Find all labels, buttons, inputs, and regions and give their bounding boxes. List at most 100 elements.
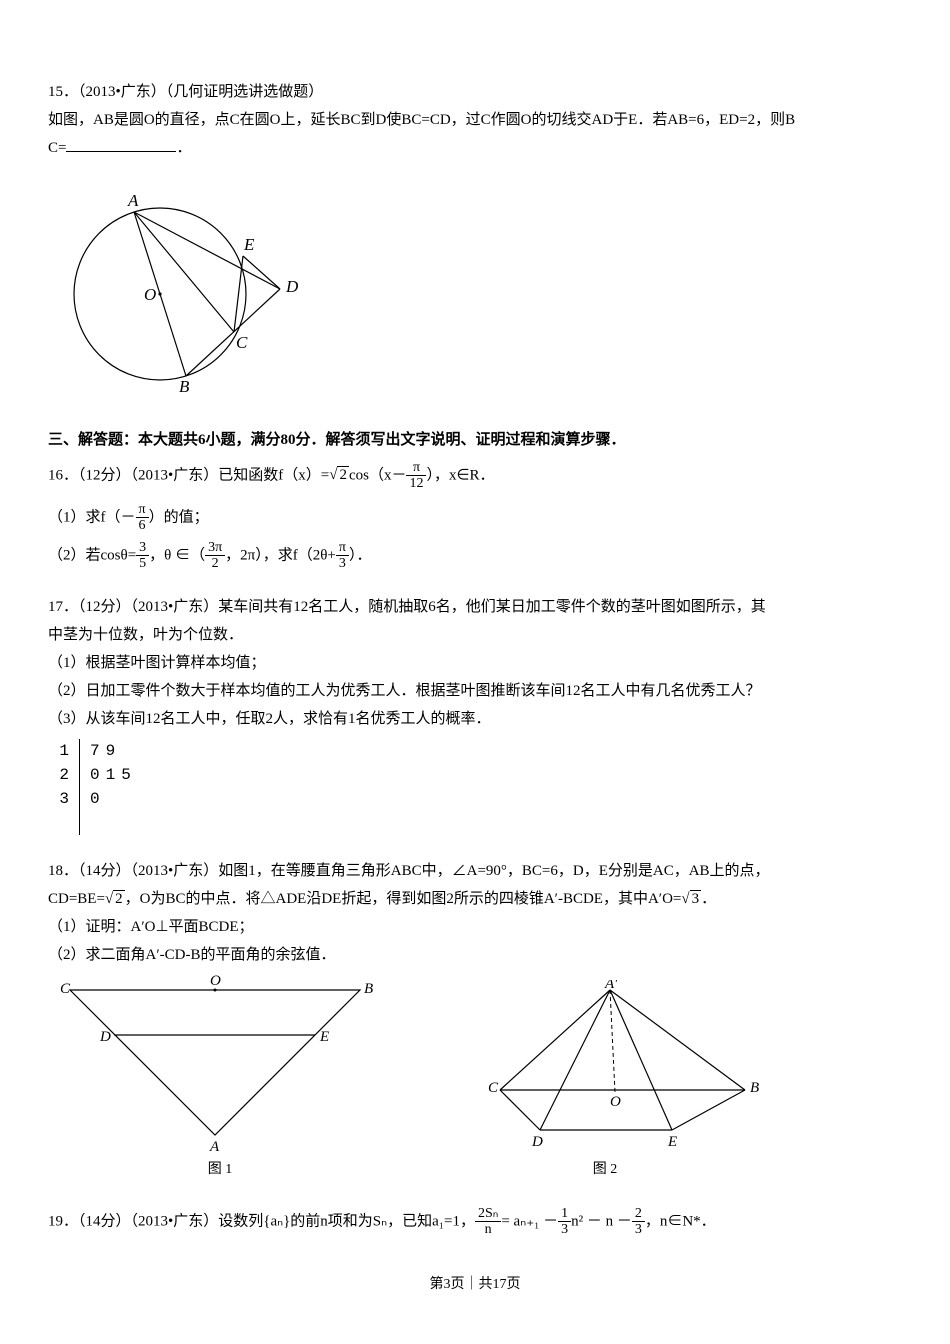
q15-bc: C= — [48, 140, 66, 156]
q15-body2: C= ． — [48, 136, 902, 160]
sqrt-2-icon: 2 — [105, 887, 125, 911]
fig1-wrap: C O B D E A 图 1 — [60, 975, 380, 1181]
frac-3pi-2: 3π2 — [205, 540, 225, 572]
q16-p2a: （2）若 — [48, 547, 101, 563]
q15-period: ． — [176, 140, 191, 156]
stem: 3 — [56, 787, 80, 811]
q17-p1: （1）根据茎叶图计算样本均值； — [48, 651, 902, 675]
q17-number: 17． — [48, 599, 78, 615]
fig2-wrap: A′ C O B D E 图 2 — [440, 980, 770, 1181]
q19-line1: 19．（14分）（2013•广东）设数列{aₙ}的前n项和为Sₙ，已知a₁=1，… — [48, 1206, 902, 1238]
q18-meta: （14分）（2013•广东）如图1，在等腰直角三角形ABC中，∠A=90°，BC… — [78, 863, 770, 879]
label-b: B — [750, 1080, 759, 1096]
sqrt-2-icon: 2 — [329, 463, 349, 487]
label-e: E — [667, 1134, 677, 1150]
q16-func-b: cos（x－ — [349, 467, 407, 483]
q19-tail: ，n∈N*． — [645, 1213, 716, 1229]
q16-func-c: ），x∈R． — [426, 467, 494, 483]
q16-p2c: ，θ ∈（ — [149, 547, 205, 563]
line-ac — [134, 212, 234, 332]
blank-fill — [66, 137, 176, 152]
stemleaf-row: 30 — [56, 787, 902, 811]
q16-part2: （2）若cosθ=35，θ ∈（3π2，2π），求f（2θ+π3）． — [48, 540, 902, 572]
q19-mid: = aₙ₊₁ － — [501, 1213, 558, 1229]
label-e: E — [319, 1029, 329, 1045]
q15-line1: 15．（2013•广东）（几何证明选讲选做题） — [48, 80, 902, 104]
label-c: C — [236, 333, 248, 352]
q16-p2f: ）． — [349, 547, 372, 563]
label-b: B — [364, 981, 373, 997]
leaf: 015 — [80, 763, 137, 787]
q17-line2: 中茎为十位数，叶为个位数． — [48, 623, 902, 647]
q16-p2e: f（2θ+ — [293, 547, 336, 563]
label-d: D — [99, 1029, 111, 1045]
q17-meta: （12分）（2013•广东）某车间共有12名工人，随机抽取6名，他们某日加工零件… — [78, 599, 766, 615]
question-18: 18．（14分）（2013•广东）如图1，在等腰直角三角形ABC中，∠A=90°… — [48, 859, 902, 1181]
label-o: O — [210, 975, 221, 989]
label-d: D — [285, 277, 299, 296]
line-bd — [186, 289, 280, 376]
fig1-label: 图 1 — [60, 1159, 380, 1181]
stemleaf-row: 179 — [56, 739, 902, 763]
section-3-header: 三、解答题：本大题共6小题，满分80分．解答须写出文字说明、证明过程和演算步骤． — [48, 428, 902, 452]
q18-l2c: ． — [701, 891, 716, 907]
q15-figure: A B C D E O — [48, 164, 308, 404]
frac-1-3: 13 — [558, 1206, 571, 1238]
q16-p1c: ）的值； — [149, 509, 209, 525]
line-ad — [540, 990, 610, 1130]
line-ao-dashed — [610, 990, 615, 1092]
frac-pi-3: π3 — [336, 540, 349, 572]
question-16: 16．（12分）（2013•广东）已知函数f（x）=2cos（x－π12），x∈… — [48, 460, 902, 571]
line-cd — [500, 1090, 540, 1130]
q18-p2: （2）求二面角A′‐CD‐B的平面角的余弦值． — [48, 943, 902, 967]
fig2-label: 图 2 — [440, 1159, 770, 1181]
q18-l2a: CD=BE= — [48, 891, 105, 907]
q18-figures: C O B D E A 图 1 A′ C O — [60, 975, 902, 1181]
q16-part1: （1）求f（－π6）的值； — [48, 502, 902, 534]
q18-number: 18． — [48, 863, 78, 879]
label-b: B — [179, 377, 190, 396]
leaf: 79 — [80, 739, 121, 763]
q16-func-a: f（x）= — [278, 467, 329, 483]
q16-p1a: （1）求 — [48, 509, 101, 525]
q19-mid2: n² － n － — [571, 1213, 632, 1229]
q19-number: 19． — [48, 1213, 78, 1229]
q18-fig1: C O B D E A — [60, 975, 380, 1155]
q16-p1b: f（－ — [101, 509, 136, 525]
line-ac — [500, 990, 610, 1090]
frac-2sn-n: 2Sₙn — [475, 1206, 501, 1238]
label-c: C — [60, 981, 71, 997]
page-footer: 第3页｜共17页 — [48, 1274, 902, 1296]
stem: 2 — [56, 763, 80, 787]
frac-pi-6: π6 — [136, 502, 149, 534]
q18-l2b: ，O为BC的中点．将△ADE沿DE折起，得到如图2所示的四棱锥A′‐BCDE，其… — [125, 891, 682, 907]
line-ab — [134, 212, 186, 376]
label-a: A — [127, 191, 139, 210]
label-d: D — [531, 1134, 543, 1150]
label-ap: A′ — [604, 980, 618, 992]
q15-number: 15． — [48, 84, 78, 100]
q15-body1: 如图，AB是圆O的直径，点C在圆O上，延长BC到D使BC=CD，过C作圆O的切线… — [48, 108, 902, 132]
frac-pi-12: π12 — [406, 460, 426, 492]
line-eb — [672, 1090, 745, 1130]
q18-line2: CD=BE=2，O为BC的中点．将△ADE沿DE折起，得到如图2所示的四棱锥A′… — [48, 887, 902, 911]
frac-2-3: 23 — [632, 1206, 645, 1238]
q16-p2b: cosθ= — [101, 547, 137, 563]
stem — [56, 811, 80, 835]
q18-p1: （1）证明：A′O⊥平面BCDE； — [48, 915, 902, 939]
line-ab — [610, 990, 745, 1090]
q16-meta: （12分）（2013•广东）已知函数 — [78, 467, 278, 483]
label-a: A — [209, 1139, 220, 1155]
label-e: E — [243, 235, 255, 254]
q16-p2d: ，2π），求 — [225, 547, 293, 563]
q17-p3: （3）从该车间12名工人中，任取2人，求恰有1名优秀工人的概率． — [48, 707, 902, 731]
q16-number: 16． — [48, 467, 78, 483]
q15-meta: （2013•广东）（几何证明选讲选做题） — [78, 84, 323, 100]
stem-leaf-plot: 179 2015 30 — [56, 739, 902, 835]
q18-line1: 18．（14分）（2013•广东）如图1，在等腰直角三角形ABC中，∠A=90°… — [48, 859, 902, 883]
label-o: O — [144, 285, 156, 304]
sqrt-3-icon: 3 — [681, 887, 701, 911]
q16-line1: 16．（12分）（2013•广东）已知函数f（x）=2cos（x－π12），x∈… — [48, 460, 902, 492]
line-ad — [134, 212, 280, 289]
triangle-abc — [70, 990, 360, 1135]
